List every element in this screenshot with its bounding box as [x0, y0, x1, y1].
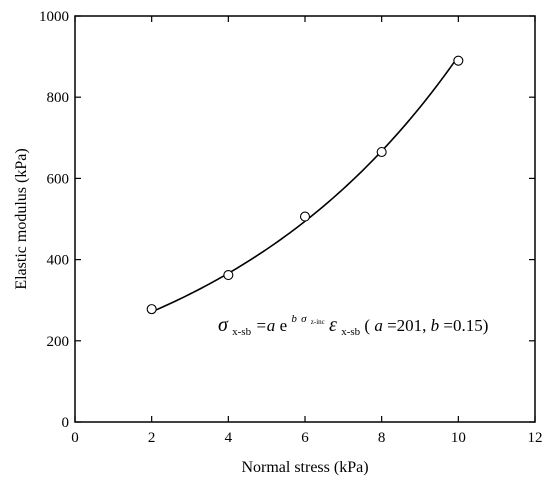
x-tick-label-3: 6	[301, 430, 309, 446]
eq-sup-b: b	[291, 313, 297, 325]
x-tick-label-6: 12	[528, 430, 543, 446]
y-tick-label-0: 0	[62, 415, 70, 431]
eq-equals-a: =a	[255, 316, 275, 335]
eq-exp-e: e	[280, 316, 288, 335]
data-point-0	[146, 304, 157, 315]
y-tick-label-4: 800	[47, 90, 70, 106]
eq-sub-1: x-sb	[232, 326, 251, 338]
data-point-1	[223, 269, 234, 281]
fit-curve	[151, 55, 459, 313]
eq-open: (	[364, 316, 370, 335]
eq-a-value: =201,	[387, 316, 431, 335]
y-tick-label-5: 1000	[39, 9, 69, 25]
eq-sup-sigma: σ	[301, 313, 307, 325]
fit-equation: σ x-sb =a e b σ z-inc ε x-sb ( a =201, b…	[218, 307, 488, 339]
x-tick-label-4: 8	[378, 430, 386, 446]
eq-sigma: σ	[218, 314, 229, 336]
y-tick-label-1: 200	[47, 334, 70, 350]
eq-b-name: b	[431, 316, 440, 335]
eq-b-value: =0.15)	[443, 316, 488, 335]
x-tick-label-1: 2	[148, 430, 156, 446]
x-tick-label-2: 4	[225, 430, 233, 446]
eq-a-name: a	[374, 316, 383, 335]
fit-layer	[151, 55, 459, 313]
eq-epsilon: ε	[329, 314, 337, 336]
y-tick-label-3: 600	[47, 171, 70, 187]
data-points	[146, 55, 464, 315]
x-tick-label-0: 0	[71, 430, 79, 446]
eq-sup-sub: z-inc	[311, 318, 325, 326]
y-tick-label-2: 400	[47, 253, 70, 269]
axis-ticks: 0 2 4 6 8 10 12 0 200 400 600 800 1000	[39, 9, 543, 446]
data-point-4	[453, 55, 464, 66]
eq-sub-2: x-sb	[341, 326, 360, 338]
x-axis-label: Normal stress (kPa)	[241, 459, 368, 476]
y-axis-label: Elastic modulus (kPa)	[13, 148, 30, 289]
data-point-2	[299, 211, 311, 222]
x-tick-label-5: 10	[451, 430, 466, 446]
data-point-3	[376, 146, 387, 158]
